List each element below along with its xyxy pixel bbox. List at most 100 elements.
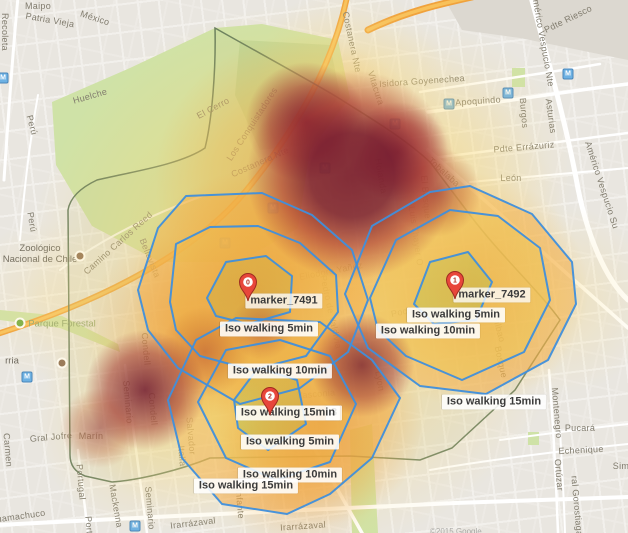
highway-kennedy-core: [366, 0, 467, 32]
map-marker-pin[interactable]: 0: [235, 269, 261, 302]
street-label: Infante: [233, 488, 247, 520]
iso-walking-label: Iso walking 10min: [227, 363, 333, 379]
svg-text:0: 0: [246, 280, 250, 287]
street-label: El Cerro: [195, 95, 231, 121]
road-montenegro: [547, 368, 560, 533]
street-label: Maipo: [24, 1, 52, 11]
street-label: Patria Vieja: [24, 10, 76, 30]
street-label: Isidora Goyenechea: [378, 73, 466, 89]
map-marker-pin[interactable]: 2: [257, 383, 283, 416]
parque-forestal-strip: [0, 310, 120, 352]
iso-walking-label: Iso walking 10min: [375, 323, 481, 339]
road-errazuriz: [430, 131, 628, 160]
road-recoleta: [2, 0, 20, 182]
isochrone-ring5-fill: [234, 368, 306, 450]
highway-costanera-core: [0, 0, 348, 335]
iso-walking-label: Iso walking 5min: [219, 321, 319, 337]
iso-walking-label: Iso walking 10min: [237, 467, 343, 483]
map-marker-pin[interactable]: 1: [442, 267, 468, 300]
street-label: Gral Jofre: [29, 430, 73, 444]
metro-station-icon: M: [21, 371, 33, 383]
iso-walking-label: Iso walking 5min: [406, 307, 506, 323]
poi-label: rria: [5, 355, 19, 367]
isochrone-ring5-fill: [414, 252, 492, 324]
street-label: Américo Vespucio Nte: [529, 0, 557, 88]
road-ortuzar: [559, 429, 566, 533]
street-label: Luis Thayer O: [406, 205, 426, 267]
street-label: ral Gorostiaga: [569, 475, 585, 533]
street-label: Bilbao: [490, 314, 508, 344]
metro-station-icon: M: [267, 202, 279, 214]
isochrone-ring10-border[interactable]: [369, 209, 551, 381]
metro-station-icon: M: [443, 98, 455, 110]
svg-text:2: 2: [268, 394, 272, 401]
isochrone-ring10-border[interactable]: [197, 339, 357, 481]
street-label: Salvador: [184, 416, 198, 456]
poi-label: Parque Forestal: [28, 318, 96, 330]
road-leon: [469, 167, 628, 183]
street-label: Holanda: [372, 157, 390, 195]
marker-name-label: marker_7492: [453, 287, 531, 303]
road-vespucio: [529, 0, 628, 303]
comuna-boundary: [67, 26, 561, 483]
street-label: Seminario: [121, 380, 135, 424]
street-label: Bellavista: [137, 236, 163, 280]
street-label: Huelche: [71, 86, 109, 106]
poi-dot-icon: [56, 357, 68, 369]
street-label: Pucará: [564, 423, 596, 433]
isochrone-ring10-fill: [370, 210, 550, 380]
road-isidora: [418, 62, 602, 94]
isochrone-ring5-border[interactable]: [413, 251, 493, 325]
street-label: Sim: [612, 461, 628, 471]
metro-station-icon: M: [389, 118, 401, 130]
isochrone-ring15-border[interactable]: [137, 192, 369, 405]
isochrone-ring10-fill: [170, 226, 338, 370]
metro-station-icon: M: [129, 520, 141, 532]
street-label: Montenegro: [549, 387, 565, 439]
road-carlos-reed: [59, 194, 206, 271]
isochrone-ring15-border[interactable]: [167, 317, 401, 515]
small-park-2: [528, 432, 539, 445]
isochrone-ring5-border[interactable]: [233, 367, 307, 451]
street-label: Eliodoro Yañez: [298, 259, 364, 283]
street-label: Costanera Nte: [229, 144, 291, 180]
street-label: Recoleta: [0, 13, 10, 51]
street-label: Bosque: [492, 345, 510, 379]
metro-station-icon: M: [219, 237, 231, 249]
street-label: Echenique: [558, 443, 604, 457]
street-label: Pdte Riesco: [542, 3, 594, 35]
iso-walking-label: Iso walking 15min: [193, 478, 299, 494]
isochrone-ring15-border[interactable]: [344, 185, 577, 395]
poi-dot-icon: [74, 250, 86, 262]
district-block: [445, 0, 628, 60]
metro-station-icon: M: [502, 87, 514, 99]
street-label: Portugal: [74, 463, 88, 501]
street-label: Perú: [25, 211, 39, 233]
street-label: uamachuco: [0, 507, 47, 525]
street-label: Condell: [139, 332, 153, 366]
street-label: Asturias: [543, 98, 559, 134]
isochrone-ring15-fill: [138, 193, 368, 404]
street-label: El Bosque: [419, 174, 433, 220]
street-label: Perú: [24, 113, 40, 137]
metro-station-icon: M: [562, 68, 574, 80]
street-label: Pedro de Valdivia: [318, 274, 344, 350]
road-mackenna: [301, 426, 364, 533]
isochrone-ring10-border[interactable]: [169, 225, 339, 371]
street-label: Lyon: [373, 370, 387, 392]
street-label: Vasconia: [296, 387, 336, 401]
street-label: Costanera Nte: [340, 10, 364, 74]
street-label: Pdte Errázuriz: [493, 139, 555, 155]
isochrone-ring5-border[interactable]: [206, 255, 293, 325]
iso-walking-label: Iso walking 15min: [441, 394, 547, 410]
cerro-park-hill: [235, 40, 340, 150]
road-pucara: [499, 423, 628, 441]
poi-dot-icon: [14, 317, 26, 329]
street-label: León: [500, 173, 522, 183]
